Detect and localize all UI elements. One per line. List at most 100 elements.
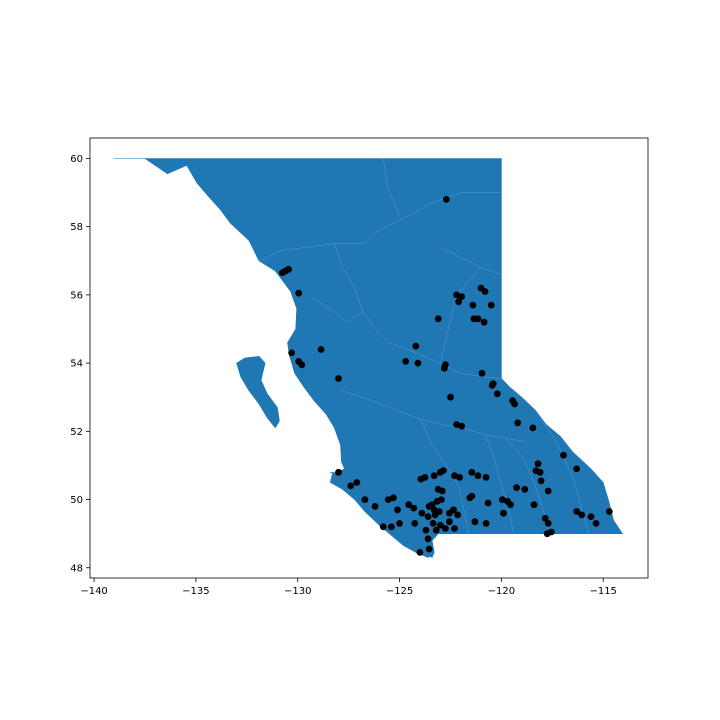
data-point-48: [384, 496, 392, 503]
data-point-81: [521, 485, 529, 493]
data-point-4: [295, 289, 303, 297]
data-point-33: [453, 421, 460, 428]
y-tick-label-5: 58: [70, 222, 83, 233]
data-point-3: [285, 265, 292, 273]
data-point-108: [605, 508, 613, 515]
x-tick-label-2: −130: [284, 586, 311, 597]
data-point-64: [438, 487, 446, 495]
data-point-104: [573, 508, 581, 515]
data-point-79: [504, 497, 511, 505]
data-point-38: [534, 460, 542, 468]
data-point-20: [412, 342, 420, 350]
district-boundary-8: [484, 434, 514, 534]
data-point-55: [430, 472, 438, 480]
data-point-51: [405, 501, 413, 509]
data-point-101: [544, 520, 552, 527]
data-point-12: [434, 315, 442, 323]
district-boundary-11: [440, 267, 482, 364]
data-point-76: [484, 499, 492, 507]
data-point-105: [578, 511, 586, 519]
data-point-106: [587, 513, 595, 520]
data-point-59: [456, 474, 463, 481]
district-boundary-3: [383, 158, 400, 217]
data-point-91: [424, 535, 432, 543]
data-point-62: [482, 474, 490, 481]
data-point-34: [458, 422, 466, 430]
data-point-26: [335, 375, 342, 382]
data-point-28: [488, 381, 496, 389]
data-point-6: [481, 288, 489, 295]
y-tick-label-3: 54: [70, 359, 83, 370]
data-point-36: [529, 424, 537, 432]
data-point-110: [500, 509, 507, 517]
data-point-11: [487, 301, 495, 309]
x-tick-label-4: −120: [488, 586, 515, 597]
data-point-7: [453, 291, 460, 299]
district-boundary-6: [340, 390, 526, 442]
data-point-54: [421, 474, 429, 481]
data-point-100: [541, 514, 549, 522]
district-boundary-2: [364, 192, 502, 244]
x-axis: −140 −135 −130 −125 −120 −115: [80, 578, 617, 597]
island-polygon-1: [330, 472, 435, 558]
data-point-42: [537, 477, 545, 485]
x-tick-label-1: −135: [182, 586, 209, 597]
data-point-82: [468, 492, 476, 500]
data-point-83: [424, 513, 432, 520]
x-tick-label-5: −115: [589, 586, 616, 597]
data-point-111: [471, 518, 479, 526]
data-point-71: [431, 511, 439, 519]
data-point-10: [469, 301, 477, 309]
data-point-35: [514, 419, 522, 427]
data-point-89: [432, 526, 440, 534]
data-point-73: [450, 506, 457, 514]
data-point-49: [390, 494, 397, 502]
data-point-88: [442, 525, 449, 532]
data-point-37: [560, 451, 567, 459]
data-point-68: [425, 503, 433, 510]
axes-frame: [89, 137, 649, 579]
y-tick-label-6: 60: [70, 154, 83, 165]
district-boundary-12: [311, 298, 364, 323]
data-point-16: [288, 349, 295, 357]
y-axis: 48 50 52 54 56 58 60: [70, 154, 90, 574]
data-point-92: [411, 520, 419, 527]
data-point-97: [416, 549, 424, 556]
data-point-14: [474, 315, 482, 323]
data-point-61: [474, 472, 482, 480]
district-boundary-5: [389, 342, 502, 379]
data-point-17: [317, 346, 325, 353]
y-tick-label-0: 48: [70, 563, 83, 574]
data-point-87: [451, 525, 458, 532]
data-point-109: [482, 520, 490, 527]
data-point-103: [547, 528, 555, 536]
data-point-32: [511, 400, 518, 408]
data-point-9: [455, 298, 462, 306]
region-polygon: [113, 158, 624, 558]
district-boundary-4: [440, 246, 502, 275]
data-point-77: [499, 496, 506, 503]
data-point-57: [439, 467, 447, 474]
data-point-60: [468, 468, 476, 476]
island-polygon-0: [236, 355, 280, 429]
data-point-30: [447, 393, 454, 401]
data-point-25: [478, 369, 486, 377]
data-point-46: [361, 496, 369, 503]
data-point-24: [441, 364, 448, 372]
data-point-40: [532, 467, 540, 474]
points-layer: [279, 196, 613, 556]
data-point-84: [429, 520, 437, 527]
map-layer: [113, 158, 624, 558]
data-point-21: [402, 358, 410, 365]
data-point-43: [335, 468, 342, 476]
y-tick-label-2: 52: [70, 427, 83, 438]
data-point-47: [371, 503, 379, 510]
district-boundary-1: [334, 243, 390, 343]
data-point-112: [418, 509, 426, 517]
data-point-19: [298, 361, 306, 369]
data-point-29: [493, 390, 501, 398]
data-point-50: [394, 506, 401, 514]
data-point-98: [544, 487, 552, 495]
data-point-44: [347, 482, 355, 490]
